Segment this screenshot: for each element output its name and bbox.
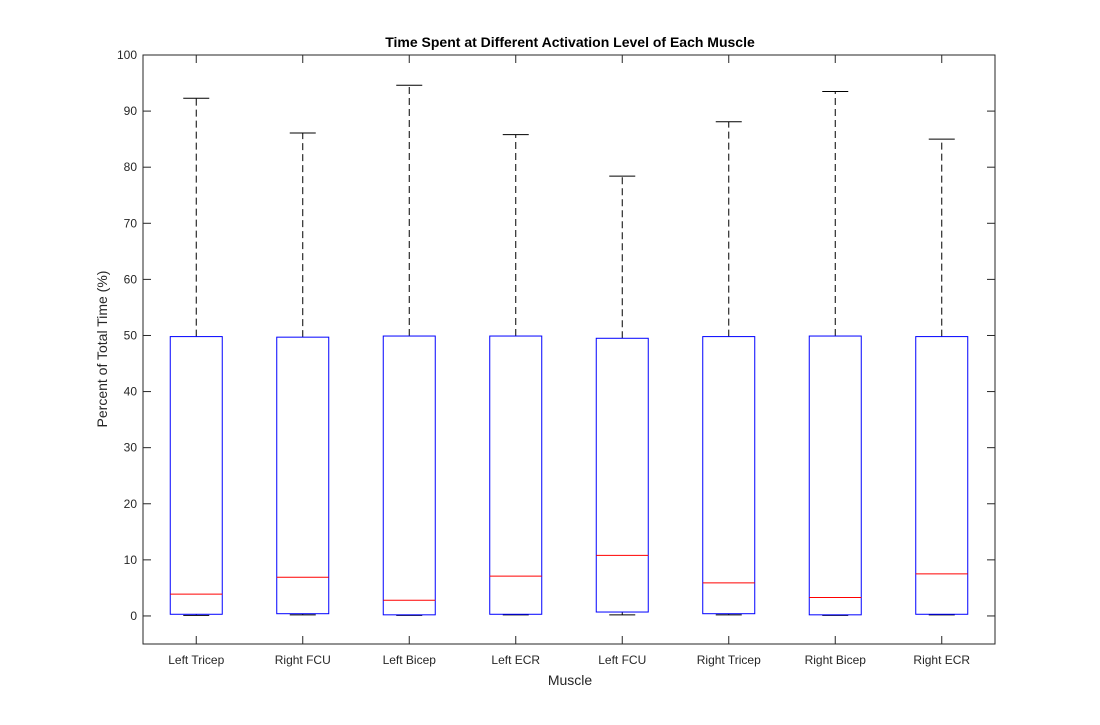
- box-iqr: [489, 335, 543, 615]
- y-tick-label: 20: [124, 497, 138, 511]
- boxes-group: [169, 84, 969, 616]
- y-tick-label: 100: [117, 48, 137, 62]
- y-tick-label: 80: [124, 160, 138, 174]
- chart-title: Time Spent at Different Activation Level…: [385, 34, 755, 50]
- y-tick-label: 40: [124, 385, 138, 399]
- y-tick-label: 30: [124, 441, 138, 455]
- box-iqr: [382, 335, 436, 616]
- x-tick-label: Left ECR: [491, 653, 540, 667]
- plot-area: [142, 54, 996, 645]
- x-tick-label: Left Bicep: [383, 653, 437, 667]
- x-axis: Left Tricep Right FCU Left Bicep Left ECR Le…: [168, 55, 970, 667]
- x-tick-label: Left Tricep: [168, 653, 224, 667]
- box-iqr: [808, 335, 862, 616]
- y-tick-label: 10: [124, 553, 138, 567]
- box-iqr: [276, 336, 330, 615]
- x-tick-label: Right FCU: [275, 653, 331, 667]
- box-0: [169, 97, 223, 616]
- y-tick-label: 90: [124, 104, 138, 118]
- y-tick-label: 50: [124, 328, 138, 342]
- y-tick-label: 60: [124, 272, 138, 286]
- box-6: [808, 90, 862, 616]
- box-3: [489, 134, 543, 616]
- box-7: [915, 138, 969, 616]
- box-5: [702, 121, 756, 616]
- x-tick-label: Right Tricep: [697, 653, 761, 667]
- box-4: [595, 175, 649, 616]
- y-tick-label: 70: [124, 216, 138, 230]
- box-2: [382, 84, 436, 616]
- box-iqr: [595, 337, 649, 613]
- x-axis-label: Muscle: [548, 672, 593, 688]
- x-tick-label: Right Bicep: [805, 653, 867, 667]
- y-axis: 0 10 20 30 40 50 60 70 80 90 100: [117, 48, 995, 623]
- box-iqr: [915, 336, 969, 615]
- x-tick-label: Left FCU: [598, 653, 646, 667]
- box-iqr: [702, 336, 756, 615]
- box-1: [276, 132, 330, 616]
- y-tick-label: 0: [130, 609, 137, 623]
- y-axis-label: Percent of Total Time (%): [94, 271, 110, 428]
- x-tick-label: Right ECR: [913, 653, 970, 667]
- box-iqr: [169, 336, 223, 615]
